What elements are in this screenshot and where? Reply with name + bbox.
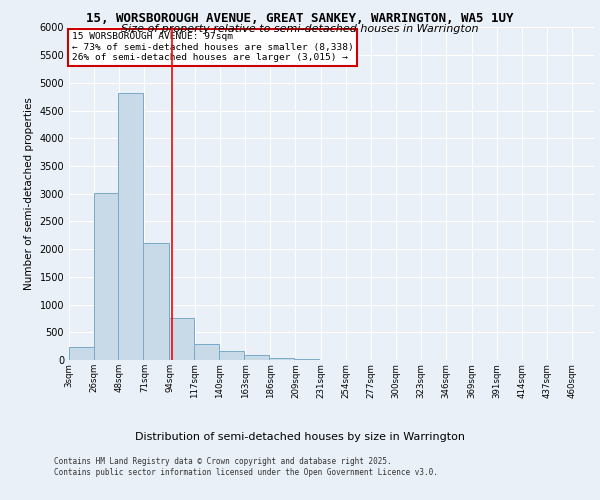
Bar: [269, 358, 295, 360]
Text: Contains HM Land Registry data © Crown copyright and database right 2025.
Contai: Contains HM Land Registry data © Crown c…: [54, 458, 438, 477]
Text: 15 WORSBOROUGH AVENUE: 97sqm
← 73% of semi-detached houses are smaller (8,338)
2: 15 WORSBOROUGH AVENUE: 97sqm ← 73% of se…: [71, 32, 353, 62]
Text: Distribution of semi-detached houses by size in Warrington: Distribution of semi-detached houses by …: [135, 432, 465, 442]
Bar: [219, 352, 244, 360]
Bar: [194, 344, 219, 360]
Text: 15, WORSBOROUGH AVENUE, GREAT SANKEY, WARRINGTON, WA5 1UY: 15, WORSBOROUGH AVENUE, GREAT SANKEY, WA…: [86, 12, 514, 26]
Bar: [169, 318, 194, 360]
Bar: [244, 355, 269, 360]
Bar: [69, 348, 94, 360]
Bar: [118, 93, 143, 360]
Bar: [143, 242, 169, 360]
Bar: [94, 192, 119, 360]
Text: Size of property relative to semi-detached houses in Warrington: Size of property relative to semi-detach…: [121, 24, 479, 34]
Y-axis label: Number of semi-detached properties: Number of semi-detached properties: [24, 98, 34, 290]
